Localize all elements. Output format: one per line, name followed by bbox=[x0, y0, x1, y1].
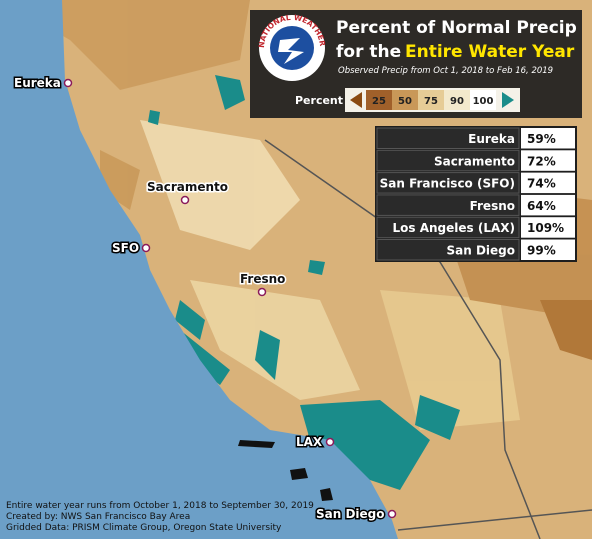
table-value: 99% bbox=[527, 244, 556, 258]
table-value: 64% bbox=[527, 199, 556, 213]
legend-stop: 50 bbox=[398, 96, 412, 107]
table-cell bbox=[376, 172, 520, 194]
legend-swatch bbox=[418, 90, 444, 110]
legend-label: Percent bbox=[295, 94, 343, 107]
footer-line: Entire water year runs from October 1, 2… bbox=[6, 501, 314, 511]
table-value: 74% bbox=[527, 177, 556, 191]
table-cell bbox=[521, 172, 575, 194]
city-label: Sacramento bbox=[147, 180, 228, 194]
logo-inner bbox=[270, 26, 314, 70]
city-dot bbox=[141, 243, 151, 253]
table-value: 72% bbox=[527, 154, 556, 168]
table-cell bbox=[521, 194, 575, 216]
table-cell bbox=[521, 128, 575, 149]
islands bbox=[238, 440, 333, 501]
legend-swatch bbox=[366, 90, 392, 110]
city-dot bbox=[325, 437, 335, 447]
legend-swatch bbox=[470, 90, 496, 110]
city-label: Eureka bbox=[14, 76, 61, 90]
legend-arrow-left bbox=[350, 92, 362, 108]
wet-areas bbox=[148, 75, 460, 490]
city-dot bbox=[180, 195, 190, 205]
table-cell bbox=[521, 217, 575, 238]
title-line2: for the bbox=[336, 42, 401, 62]
table-cell bbox=[376, 149, 520, 172]
title: Percent of Normal Precip bbox=[336, 18, 577, 38]
legend-stop: 90 bbox=[450, 96, 464, 107]
table-name: Los Angeles (LAX) bbox=[393, 221, 516, 235]
table-name: Sacramento bbox=[434, 154, 515, 168]
stats-table: Eureka 59% Sacramento 72% San Francisco (SFO… bbox=[375, 126, 577, 262]
table-cell bbox=[521, 150, 575, 171]
cities: Eureka Sacramento SFO Fresno LAX San Die… bbox=[13, 75, 397, 523]
table-cell bbox=[376, 194, 520, 216]
subtitle: Observed Precip from Oct 1, 2018 to Feb … bbox=[338, 66, 553, 76]
city-dot bbox=[63, 78, 73, 88]
legend-stop: 25 bbox=[372, 96, 386, 107]
footer-line: Gridded Data: PRISM Climate Group, Orego… bbox=[6, 523, 282, 533]
city-label: SFO bbox=[112, 241, 139, 255]
table-cell bbox=[376, 127, 520, 149]
legend-stop: 75 bbox=[424, 96, 438, 107]
table-value: 59% bbox=[527, 132, 556, 146]
city-dot bbox=[257, 287, 267, 297]
legend-arrow-right bbox=[502, 92, 514, 108]
table-cell bbox=[376, 239, 520, 261]
footer: Entire water year runs from October 1, 2… bbox=[6, 501, 314, 533]
ocean bbox=[0, 0, 398, 539]
table-cell bbox=[521, 239, 575, 260]
city-dot bbox=[387, 509, 397, 519]
footer-line: Created by: NWS San Francisco Bay Area bbox=[6, 512, 190, 522]
table-name: San Diego bbox=[446, 244, 515, 258]
legend-stop: 100 bbox=[473, 96, 494, 107]
table-name: Fresno bbox=[470, 199, 515, 213]
city-label: LAX bbox=[296, 435, 323, 449]
table-name: Eureka bbox=[468, 132, 515, 146]
table-cell bbox=[376, 216, 520, 239]
border bbox=[397, 509, 592, 531]
city-label: San Diego bbox=[316, 507, 385, 521]
logo-bolt bbox=[278, 38, 304, 64]
table-name: San Francisco (SFO) bbox=[380, 177, 515, 191]
legend-swatch bbox=[444, 90, 470, 110]
legend-swatch bbox=[392, 90, 418, 110]
city-label: Fresno bbox=[240, 272, 285, 286]
table-value: 109% bbox=[527, 221, 564, 235]
title-highlight: Entire Water Year bbox=[405, 42, 575, 62]
